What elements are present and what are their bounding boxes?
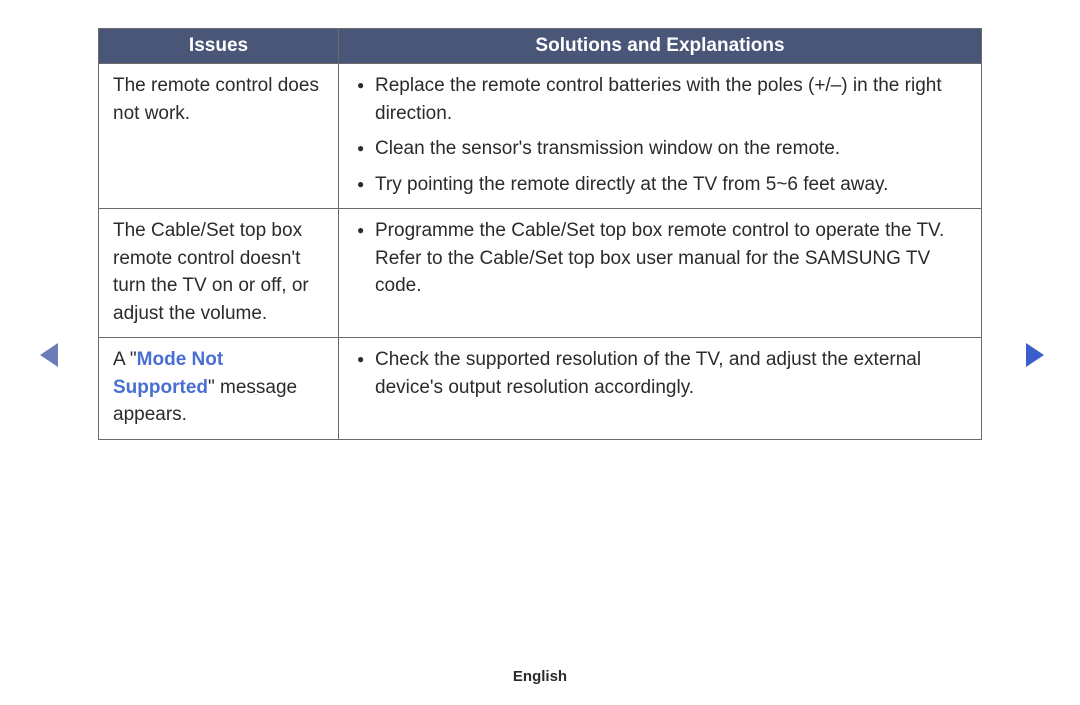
solution-cell: Replace the remote control batteries wit… xyxy=(339,64,982,209)
solution-item: Replace the remote control batteries wit… xyxy=(353,72,969,127)
table-row: A "Mode Not Supported" message appears. … xyxy=(99,338,982,440)
solution-item: Clean the sensor's transmission window o… xyxy=(353,135,969,163)
footer-language-label: English xyxy=(0,668,1080,685)
manual-page: Issues Solutions and Explanations The re… xyxy=(0,0,1080,705)
issue-text-pre: A " xyxy=(113,349,137,370)
solution-item: Try pointing the remote directly at the … xyxy=(353,171,969,199)
header-issues: Issues xyxy=(99,29,339,64)
table-row: The Cable/Set top box remote control doe… xyxy=(99,209,982,338)
solution-cell: Check the supported resolution of the TV… xyxy=(339,338,982,440)
solution-item: Check the supported resolution of the TV… xyxy=(353,346,969,401)
next-page-arrow-icon[interactable] xyxy=(1026,343,1044,367)
solution-item: Programme the Cable/Set top box remote c… xyxy=(353,217,969,300)
issue-cell: A "Mode Not Supported" message appears. xyxy=(99,338,339,440)
header-solutions: Solutions and Explanations xyxy=(339,29,982,64)
issue-cell: The Cable/Set top box remote control doe… xyxy=(99,209,339,338)
solution-cell: Programme the Cable/Set top box remote c… xyxy=(339,209,982,338)
table-row: The remote control does not work. Replac… xyxy=(99,64,982,209)
table-header-row: Issues Solutions and Explanations xyxy=(99,29,982,64)
issue-cell: The remote control does not work. xyxy=(99,64,339,209)
troubleshooting-table: Issues Solutions and Explanations The re… xyxy=(98,28,982,440)
prev-page-arrow-icon[interactable] xyxy=(40,343,58,367)
